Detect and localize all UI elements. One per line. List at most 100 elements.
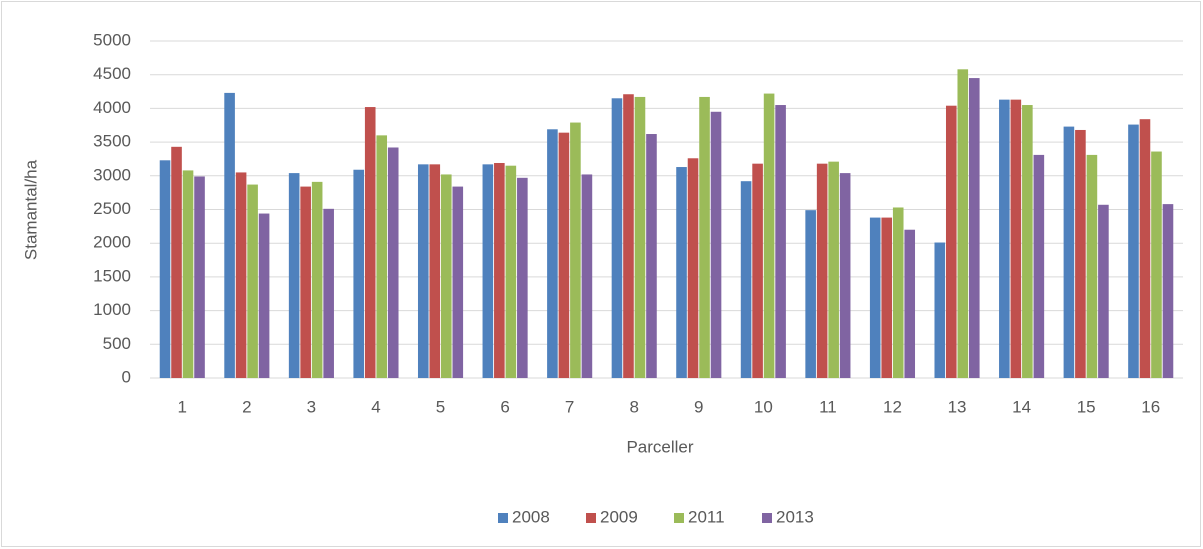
y-tick-label: 1500 (93, 266, 131, 285)
bar (171, 146, 182, 378)
x-axis-label: Parceller (626, 437, 693, 456)
bar (547, 129, 558, 378)
bar (558, 132, 570, 378)
bar (710, 111, 722, 379)
bar (159, 160, 171, 378)
y-tick-label: 3000 (93, 165, 131, 184)
y-tick-label: 3500 (93, 132, 131, 151)
bar (904, 229, 916, 378)
bar (1086, 154, 1098, 378)
bar (828, 161, 839, 378)
bar (440, 174, 452, 378)
x-tick-label: 16 (1141, 397, 1160, 416)
x-tick-label: 15 (1077, 397, 1096, 416)
bar (247, 184, 258, 378)
x-tick-label: 13 (948, 397, 967, 416)
bar (839, 173, 851, 378)
y-axis-label: Stamantal/ha (21, 159, 40, 260)
bar (323, 208, 334, 378)
bar (364, 107, 376, 378)
bar (999, 99, 1010, 378)
bar (311, 181, 323, 378)
x-tick-label: 1 (178, 397, 187, 416)
legend-swatch (498, 513, 508, 523)
bar (581, 174, 593, 378)
bar (1151, 151, 1162, 378)
bar (1098, 204, 1109, 378)
bar (517, 177, 528, 378)
bar (945, 105, 957, 378)
bar (752, 163, 763, 378)
bar (687, 158, 699, 378)
x-tick-label: 5 (436, 397, 445, 416)
bar (1075, 129, 1086, 378)
x-tick-label: 7 (565, 397, 574, 416)
bar (892, 207, 904, 378)
y-tick-label: 1000 (93, 300, 131, 319)
y-tick-label: 0 (122, 367, 131, 386)
bar (611, 98, 623, 378)
bar (300, 186, 311, 378)
y-tick-label: 2000 (93, 233, 131, 252)
bar (570, 122, 581, 378)
legend-label: 2008 (512, 507, 550, 526)
legend-label: 2009 (600, 507, 638, 526)
legend-swatch (586, 513, 596, 523)
bar (816, 163, 828, 378)
bar (1162, 204, 1174, 378)
legend-label: 2013 (776, 507, 814, 526)
bar (869, 217, 881, 378)
bar (957, 69, 969, 379)
bar (505, 165, 517, 378)
legend-swatch (762, 513, 772, 523)
bar (740, 181, 752, 378)
bar (235, 172, 247, 378)
y-tick-label: 2500 (93, 199, 131, 218)
bar (676, 167, 687, 378)
bar (417, 164, 429, 378)
x-tick-label: 2 (242, 397, 251, 416)
bar (182, 170, 194, 378)
bar (258, 213, 270, 378)
x-tick-label: 6 (500, 397, 509, 416)
y-tick-label: 500 (103, 334, 131, 353)
bar (429, 164, 441, 378)
bar (224, 92, 235, 378)
bar (968, 78, 980, 378)
x-tick-label: 8 (629, 397, 638, 416)
bar (1022, 105, 1033, 378)
bar (376, 135, 388, 378)
y-tick-label: 4000 (93, 98, 131, 117)
bar (387, 147, 399, 378)
x-tick-label: 12 (883, 397, 902, 416)
bar (646, 134, 657, 378)
bar (763, 93, 775, 379)
bar (288, 173, 300, 378)
x-tick-label: 9 (694, 397, 703, 416)
x-tick-label: 4 (371, 397, 380, 416)
bar (1010, 99, 1022, 378)
bar (775, 105, 786, 378)
y-tick-label: 5000 (93, 30, 131, 49)
bar (494, 162, 505, 378)
bar (1139, 119, 1151, 379)
legend-swatch (674, 513, 684, 523)
legend-label: 2011 (688, 507, 725, 526)
x-tick-label: 14 (1012, 397, 1031, 416)
x-tick-label: 3 (307, 397, 316, 416)
bar (1128, 124, 1139, 379)
bar (634, 96, 646, 378)
bar (482, 164, 494, 378)
x-tick-label: 11 (819, 397, 837, 416)
bar (194, 176, 205, 378)
bar (1063, 126, 1075, 379)
bar (699, 96, 710, 378)
bar (805, 210, 816, 378)
bar (353, 169, 365, 378)
bar (623, 94, 634, 378)
x-tick-label: 10 (754, 397, 773, 416)
bar (881, 217, 893, 378)
bar (1033, 154, 1045, 378)
y-tick-label: 4500 (93, 64, 131, 83)
